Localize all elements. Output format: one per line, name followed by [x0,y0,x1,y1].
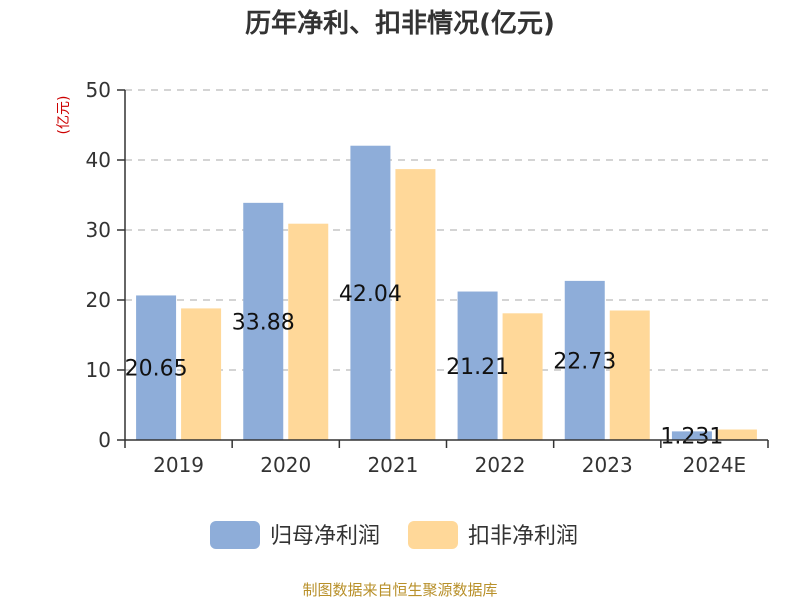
y-tick-label: 30 [86,218,111,242]
bar-net-profit-2022 [457,291,498,440]
y-tick-label: 0 [98,428,111,452]
bar-net-profit-2024E [671,431,712,440]
y-tick-label: 10 [86,358,111,382]
data-label-2023: 22.73 [553,349,616,374]
gridlines [125,89,768,371]
y-axis-ticks: 0 10 20 30 40 50 [86,78,125,452]
bar-deducted-profit-2020 [288,223,329,440]
legend-label-net-profit[interactable]: 归母净利润 [270,524,380,549]
bars [136,145,757,440]
bar-deducted-profit-2023 [609,310,650,440]
y-tick-label: 20 [86,288,111,312]
y-tick-label: 50 [86,78,111,102]
x-category-label: 2022 [475,453,526,477]
bar-deducted-profit-2019 [181,308,222,440]
data-label-2024E: 1.231 [660,425,723,450]
x-axis: 2019 2020 2021 2022 2023 2024E [124,90,769,477]
x-category-label: 2020 [260,453,311,477]
data-label-2019: 20.65 [125,357,188,382]
bar-deducted-profit-2024E [716,429,757,440]
bar-net-profit-2020 [243,202,284,440]
bar-net-profit-2021 [350,145,391,440]
data-label-2022: 21.21 [446,355,509,380]
y-axis-unit-label: (亿元) [56,96,72,135]
x-category-label: 2023 [582,453,633,477]
legend[interactable]: 归母净利润 扣非净利润 [210,521,578,549]
data-label-2021: 42.04 [339,282,402,307]
bar-net-profit-2023 [564,280,605,440]
bar-net-profit-2019 [136,295,177,440]
data-labels: 20.65 33.88 42.04 21.21 22.73 1.231 [125,282,724,450]
x-category-label: 2021 [367,453,418,477]
bar-deducted-profit-2021 [395,169,436,440]
legend-swatch-net-profit[interactable] [210,521,260,549]
data-label-2020: 33.88 [232,310,295,335]
chart-title: 历年净利、扣非情况(亿元) [245,8,555,39]
data-source-note: 制图数据来自恒生聚源数据库 [302,581,497,599]
bar-deducted-profit-2022 [502,313,543,440]
legend-swatch-deducted-profit[interactable] [408,521,458,549]
y-tick-label: 40 [86,148,111,172]
x-category-label: 2019 [153,453,204,477]
legend-label-deducted-profit[interactable]: 扣非净利润 [468,524,578,549]
x-category-label: 2024E [683,453,747,477]
